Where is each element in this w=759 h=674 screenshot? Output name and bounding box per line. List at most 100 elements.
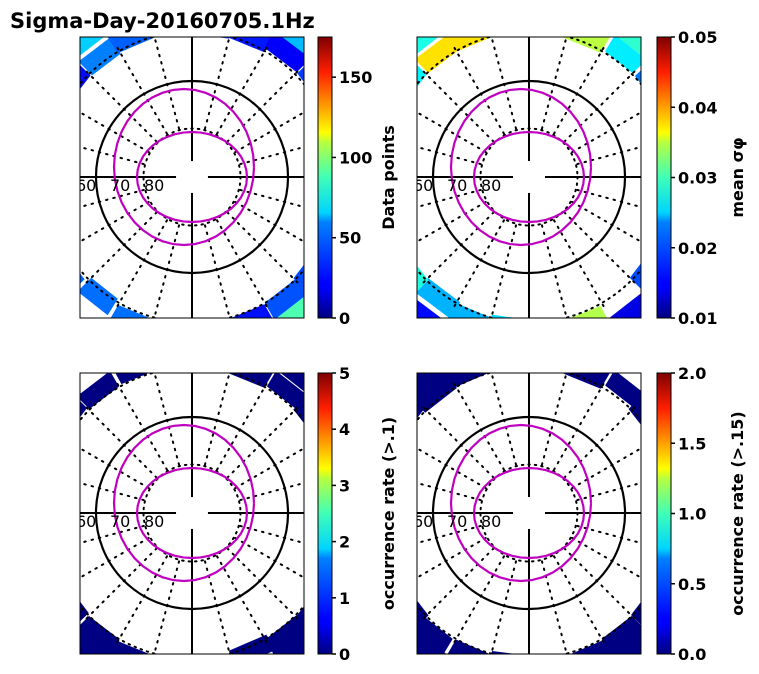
grid-spoke-dotted — [203, 37, 231, 130]
heatmap-bin — [372, 320, 425, 367]
heatmap-bin — [144, 339, 191, 364]
grid-spoke-dotted — [216, 555, 268, 644]
grid-circle-dotted — [287, 0, 759, 420]
colorbar — [317, 372, 333, 655]
heatmap-bin — [80, 37, 104, 56]
lat-label: 70 — [447, 176, 467, 195]
heatmap-bin — [569, 0, 620, 36]
heatmap-bin — [125, 261, 192, 287]
heatmap-bin — [0, 65, 16, 129]
grid-spoke-dotted — [421, 405, 495, 479]
heatmap-bin — [417, 373, 457, 413]
grid-spoke-dotted — [153, 560, 181, 654]
grid-spoke-dotted — [563, 69, 637, 143]
grid-spoke-dotted — [453, 555, 505, 644]
heatmap-bin — [0, 641, 9, 674]
colorbar-tick-label: 0.01 — [678, 309, 717, 328]
heatmap-bin — [708, 642, 759, 674]
heatmap-bin — [0, 177, 17, 231]
grid-spoke-dotted — [239, 481, 304, 502]
heatmap-bin — [28, 471, 51, 514]
heatmap-bin — [417, 617, 453, 654]
heatmap-bin — [0, 561, 34, 617]
heatmap-bin — [348, 348, 411, 401]
grid-spoke-dotted — [226, 547, 300, 621]
heatmap-bin — [264, 278, 304, 318]
heatmap-bin — [193, 276, 253, 301]
grid-spoke-dotted — [80, 188, 145, 209]
heatmap-bin — [532, 280, 589, 305]
heatmap-bin — [351, 293, 401, 350]
heatmap-bin — [17, 269, 64, 321]
grid-spoke-dotted — [234, 537, 304, 579]
lat-label: 60 — [413, 176, 433, 195]
heatmap-bin — [331, 17, 383, 76]
heatmap-bin — [21, 334, 78, 385]
grid-spoke-dotted — [553, 555, 605, 644]
colorbar-label: occurrence rate (>.1) — [379, 417, 398, 610]
colorbar-tick-label: 0.03 — [678, 169, 717, 188]
heatmap-bin — [3, 360, 51, 416]
heatmap-bin — [371, 259, 413, 306]
colorbar-tick-label: 0.0 — [678, 645, 706, 664]
heatmap-bin — [228, 37, 273, 53]
heatmap-bin — [712, 309, 759, 369]
heatmap-bin — [274, 177, 297, 243]
grid-spoke-dotted — [490, 37, 518, 130]
heatmap-bin — [31, 45, 73, 91]
heatmap-bin — [355, 268, 399, 317]
colorbar-label: mean σφ — [728, 137, 747, 217]
grid-spoke-dotted — [116, 46, 168, 135]
heatmap-bin — [560, 652, 569, 654]
heatmap-bin — [370, 48, 414, 98]
grid-spoke-dotted — [421, 547, 495, 621]
heatmap-bin — [15, 31, 60, 81]
lat-label: 80 — [144, 176, 164, 195]
grid-spoke-dotted — [116, 382, 168, 471]
grid-spoke-dotted — [80, 447, 150, 489]
heatmap-bin — [637, 665, 696, 674]
grid-spoke-dotted — [216, 382, 268, 471]
heatmap-bin — [628, 396, 641, 425]
heatmap-bin — [237, 340, 282, 373]
heatmap-bin — [453, 239, 529, 267]
heatmap-bin — [383, 54, 425, 120]
heatmap-bin — [601, 615, 641, 654]
heatmap-bin — [463, 410, 524, 433]
heatmap-bin — [361, 310, 421, 362]
heatmap-bin — [122, 423, 186, 446]
figure-title: Sigma-Day-20160705.1Hz — [10, 9, 315, 33]
colorbar-tick-label: 0.02 — [678, 239, 717, 258]
heatmap-bin — [570, 305, 608, 318]
heatmap-bin — [0, 349, 40, 410]
grid-spoke-dotted — [216, 46, 268, 135]
heatmap-bin — [146, 347, 192, 371]
heatmap-bin — [246, 0, 303, 1]
colorbar-tick-label: 1.0 — [678, 505, 706, 524]
axes-frame — [79, 372, 305, 655]
grid-spoke-dotted — [571, 447, 641, 489]
heatmap-bin — [150, 654, 190, 674]
heatmap-bin — [239, 323, 290, 358]
heatmap-bin — [356, 373, 401, 425]
grid-spoke-dotted — [153, 37, 181, 130]
heatmap-bin — [428, 335, 482, 372]
heatmap-bin — [711, 0, 759, 49]
colorbar-tick-label: 100 — [339, 148, 372, 167]
heatmap-bin — [193, 0, 244, 1]
grid-spoke-dotted — [203, 224, 231, 318]
grid-spoke-dotted — [563, 547, 637, 621]
heatmap-bin — [350, 296, 413, 350]
heatmap-bin — [280, 373, 304, 392]
heatmap-bin — [0, 564, 20, 619]
heatmap-bin — [742, 51, 759, 114]
axes-frame — [79, 36, 305, 319]
colorbar — [317, 36, 333, 319]
heatmap-bin — [344, 345, 396, 405]
heatmap-bin — [581, 0, 632, 16]
heatmap-bin — [333, 176, 357, 220]
heatmap-bin — [32, 94, 65, 139]
heatmap-bin — [300, 669, 355, 674]
heatmap-bin — [192, 355, 243, 380]
heatmap-bin — [0, 306, 12, 373]
